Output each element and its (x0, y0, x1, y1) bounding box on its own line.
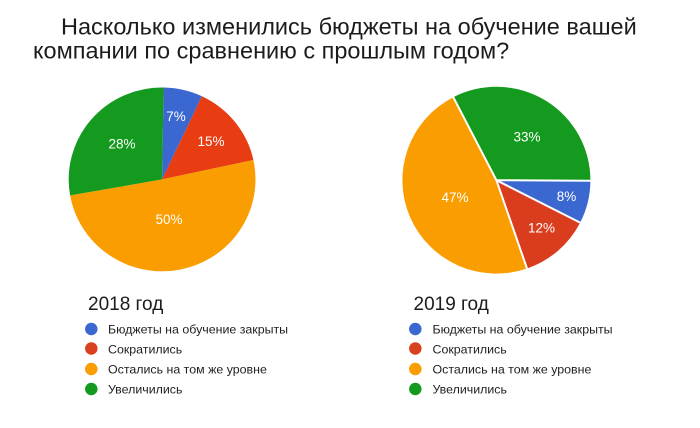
svg-text:Сократились: Сократились (433, 343, 507, 357)
svg-text:Остались на том же уровне: Остались на том же уровне (433, 363, 592, 377)
svg-text:2018 год: 2018 год (88, 294, 163, 315)
svg-text:Бюджеты на обучение закрыты: Бюджеты на обучение закрыты (108, 323, 288, 337)
svg-text:2019 год: 2019 год (414, 294, 489, 315)
svg-text:12%: 12% (528, 221, 555, 236)
svg-text:8%: 8% (557, 189, 577, 204)
svg-text:33%: 33% (513, 130, 540, 145)
svg-text:47%: 47% (441, 190, 468, 205)
svg-text:28%: 28% (108, 137, 135, 152)
svg-text:Увеличились: Увеличились (433, 383, 507, 397)
svg-text:Увеличились: Увеличились (108, 383, 182, 397)
svg-text:Бюджеты на обучение закрыты: Бюджеты на обучение закрыты (433, 323, 613, 337)
svg-text:Сократились: Сократились (108, 343, 182, 357)
svg-text:Остались на том же уровне: Остались на том же уровне (108, 363, 267, 377)
svg-text:15%: 15% (197, 134, 224, 149)
svg-text:50%: 50% (155, 212, 182, 227)
svg-text:Насколько изменились бюджеты н: Насколько изменились бюджеты на обучение… (61, 14, 637, 40)
svg-text:компании по сравнению с прошлы: компании по сравнению с прошлым годом? (33, 38, 509, 64)
svg-text:7%: 7% (166, 109, 186, 124)
